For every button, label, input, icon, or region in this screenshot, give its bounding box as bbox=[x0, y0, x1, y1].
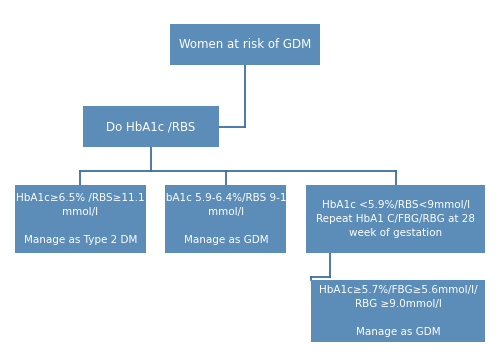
Text: HbA1c 5.9-6.4%/RBS 9-11
mmol/l

Manage as GDM: HbA1c 5.9-6.4%/RBS 9-11 mmol/l Manage as… bbox=[158, 193, 294, 245]
FancyBboxPatch shape bbox=[310, 280, 486, 342]
FancyBboxPatch shape bbox=[170, 24, 320, 65]
Text: HbA1c≥5.7%/FBG≥5.6mmol/l/
RBG ≥9.0mmol/l

Manage as GDM: HbA1c≥5.7%/FBG≥5.6mmol/l/ RBG ≥9.0mmol/l… bbox=[318, 285, 478, 337]
Text: Women at risk of GDM: Women at risk of GDM bbox=[179, 38, 312, 51]
FancyBboxPatch shape bbox=[165, 185, 286, 253]
Text: Do HbA1c /RBS: Do HbA1c /RBS bbox=[106, 120, 196, 133]
FancyBboxPatch shape bbox=[15, 185, 146, 253]
FancyBboxPatch shape bbox=[83, 106, 218, 147]
FancyBboxPatch shape bbox=[306, 185, 486, 253]
Text: HbA1c <5.9%/RBS<9mmol/l
Repeat HbA1 C/FBG/RBG at 28
week of gestation: HbA1c <5.9%/RBS<9mmol/l Repeat HbA1 C/FB… bbox=[316, 200, 475, 238]
Text: HbA1c≥6.5% /RBS≥11.1
mmol/l

Manage as Type 2 DM: HbA1c≥6.5% /RBS≥11.1 mmol/l Manage as Ty… bbox=[16, 193, 144, 245]
